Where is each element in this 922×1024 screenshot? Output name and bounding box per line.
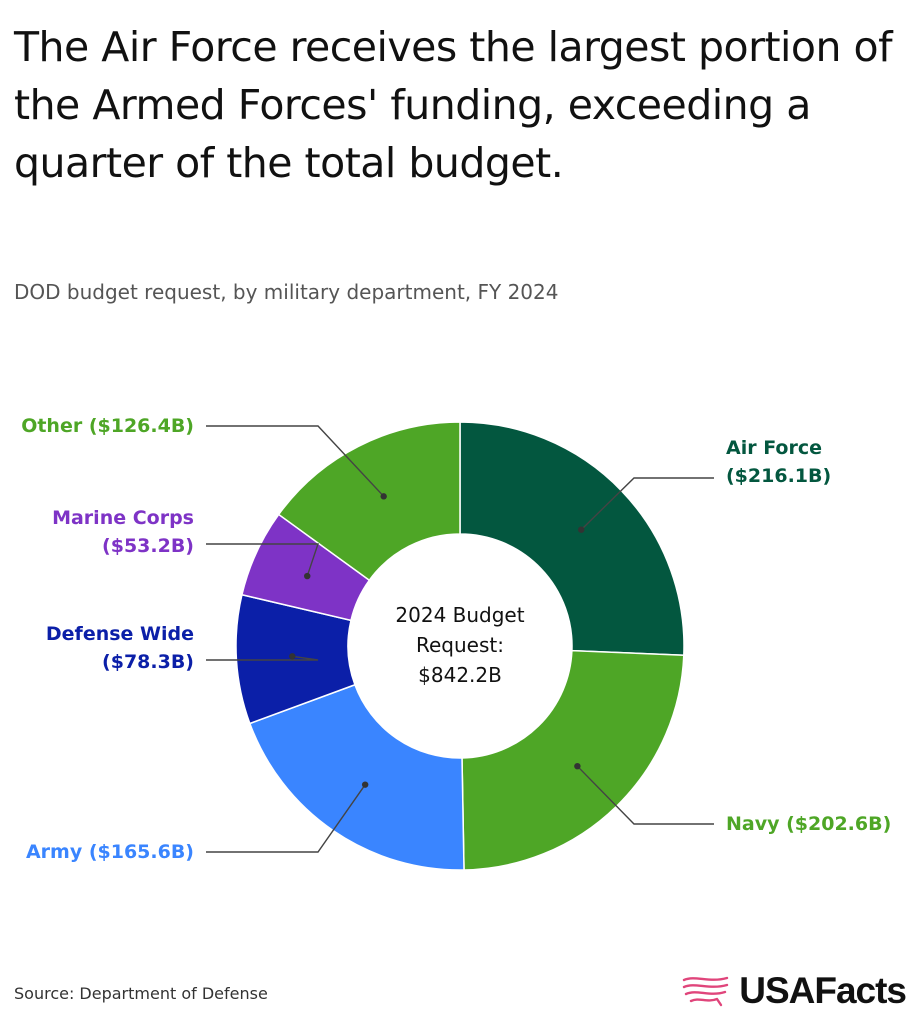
leader-line-air-force bbox=[580, 477, 714, 531]
leader-line-army bbox=[206, 784, 366, 853]
donut-chart: Air Force ($216.1B) Navy ($202.6B) Army ($1… bbox=[21, 415, 891, 871]
chart-title: The Air Force receives the largest porti… bbox=[14, 23, 893, 187]
leader-dot-air-force bbox=[578, 526, 585, 533]
leader-dot-defense-wide bbox=[289, 653, 296, 660]
label-air-force-value: ($216.1B) bbox=[726, 465, 831, 487]
label-defense-wide-value: ($78.3B) bbox=[102, 651, 194, 673]
leader-dot-navy bbox=[574, 762, 581, 770]
label-marine-corps-name: Marine Corps bbox=[52, 507, 194, 529]
leader-line-navy bbox=[576, 765, 714, 825]
leader-line-defense-wide bbox=[206, 655, 319, 661]
center-label: 2024 Budget Request: $842.2B bbox=[395, 603, 524, 687]
leader-dot-other bbox=[380, 493, 387, 500]
label-defense-wide-name: Defense Wide bbox=[46, 623, 194, 645]
brand-name: USAFacts bbox=[739, 970, 907, 1011]
label-army-name: Army ($165.6B) bbox=[26, 841, 194, 863]
brand-logo: USAFacts bbox=[681, 970, 907, 1012]
leader-lines bbox=[206, 425, 714, 853]
slice-army bbox=[248, 683, 465, 871]
slice-navy bbox=[461, 649, 685, 871]
leader-dot-marine-corps bbox=[304, 572, 311, 580]
label-other-name: Other ($126.4B) bbox=[21, 415, 194, 437]
leader-dot-army bbox=[361, 781, 369, 788]
label-navy-name: Navy ($202.6B) bbox=[726, 813, 891, 835]
slice-air-force bbox=[459, 421, 685, 657]
slice-labels: Air Force ($216.1B) Navy ($202.6B) Army ($1… bbox=[21, 415, 891, 863]
source-note: Source: Department of Defense bbox=[14, 984, 268, 1003]
slice-other bbox=[277, 421, 461, 582]
label-air-force-name: Air Force bbox=[726, 437, 822, 459]
center-label-line: Request: bbox=[416, 633, 504, 657]
label-marine-corps-value: ($53.2B) bbox=[102, 535, 194, 557]
us-map-flag-icon bbox=[683, 976, 729, 1007]
center-label-line: $842.2B bbox=[418, 663, 502, 687]
leader-line-marine-corps bbox=[206, 543, 319, 577]
leader-line-other bbox=[206, 425, 385, 497]
center-label-line: 2024 Budget bbox=[395, 603, 524, 627]
chart-subtitle: DOD budget request, by military departme… bbox=[14, 280, 559, 304]
donut-slices bbox=[235, 421, 685, 871]
